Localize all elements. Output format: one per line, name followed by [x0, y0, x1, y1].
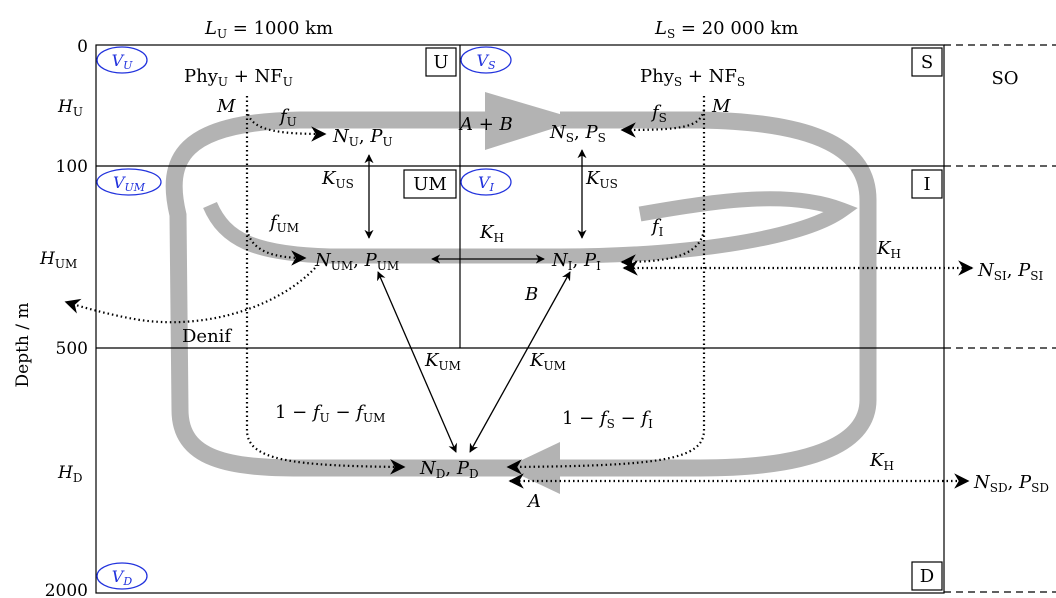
label-kh-sd: KH [869, 450, 894, 473]
label-phy-s: PhyS + NFS [640, 66, 745, 89]
length-subtropics: LS = 20 000 km [654, 18, 798, 41]
label-kum-right: KUM [529, 350, 566, 373]
depth-axis: Depth / m 0 100 500 2000 HU HUM HD [13, 37, 88, 598]
volume-vu: VU [112, 51, 134, 72]
volume-vi: VI [478, 173, 495, 194]
label-num-pum: NUM, PUM [314, 250, 399, 273]
box-label-um: UM [413, 174, 447, 195]
label-nsi-psi: NSI, PSI [977, 260, 1044, 283]
depth-h-um: HUM [39, 249, 77, 271]
volume-vs: VS [476, 51, 496, 72]
inner-circulation-loop [203, 191, 858, 264]
box-label-s: S [921, 52, 933, 73]
flux-fu [245, 109, 327, 142]
label-kum-left: KUM [424, 350, 461, 373]
label-fu: fU [278, 106, 297, 129]
label-fum: fUM [268, 212, 299, 235]
volume-labels: VU VS VUM VI VD [96, 46, 512, 590]
mixing-kum-left [377, 271, 457, 453]
label-kh-mid: KH [479, 222, 504, 245]
box-label-u: U [433, 52, 448, 73]
label-kh-si: KH [876, 238, 901, 261]
depth-h-u: HU [57, 97, 83, 119]
label-nsd-psd: NSD, PSD [973, 472, 1049, 495]
deep-flow-arrowhead [505, 442, 560, 494]
label-m-right: M [711, 96, 731, 117]
depth-tick-500: 500 [56, 339, 88, 359]
flux-fs [620, 109, 706, 138]
flux-fum [245, 229, 307, 266]
label-b: B [524, 284, 538, 305]
volume-vd: VD [112, 567, 133, 588]
box-labels: U S UM I D SO [403, 47, 1019, 591]
label-a-plus-b: A + B [458, 114, 513, 135]
flux-denif [64, 267, 316, 324]
box-label-i: I [923, 174, 930, 195]
depth-h-d: HD [57, 463, 82, 485]
length-upwelling: LU = 1000 km [204, 18, 333, 41]
volume-vum: VUM [113, 173, 146, 194]
dotted-fluxes [64, 96, 974, 489]
label-m-left: M [216, 96, 236, 117]
box-label-d: D [920, 566, 934, 587]
label-nu-pu: NU, PU [332, 126, 393, 149]
label-denif: Denif [182, 326, 232, 347]
header: LU = 1000 km LS = 20 000 km [204, 18, 798, 41]
label-phy-u: PhyU + NFU [184, 66, 293, 89]
label-deep-left: 1 − fU − fUM [275, 402, 385, 425]
label-fs: fS [650, 102, 667, 125]
circulation-flow [165, 92, 877, 494]
label-nd-pd: ND, PD [419, 458, 479, 481]
label-fi: fI [650, 216, 664, 239]
label-kus-right: KUS [585, 168, 618, 191]
label-deep-right: 1 − fS − fI [562, 408, 653, 431]
depth-tick-100: 100 [56, 157, 88, 177]
outer-circulation-loop [165, 111, 877, 477]
mixing-kum-right [469, 271, 571, 453]
box-label-so: SO [991, 68, 1018, 89]
label-ns-ps: NS, PS [549, 122, 606, 145]
upper-flow-arrowhead [485, 92, 580, 150]
depth-tick-2000: 2000 [45, 581, 88, 598]
mixing-arrows [364, 149, 587, 453]
depth-axis-title: Depth / m [13, 302, 33, 387]
flux-labels: PhyU + NFU PhyS + NFS M M fU fS fUM fI N… [182, 66, 1049, 512]
label-kus-left: KUS [321, 168, 354, 191]
label-ni-pi: NI, PI [551, 250, 601, 273]
label-a: A [526, 491, 541, 512]
depth-tick-0: 0 [77, 37, 88, 57]
